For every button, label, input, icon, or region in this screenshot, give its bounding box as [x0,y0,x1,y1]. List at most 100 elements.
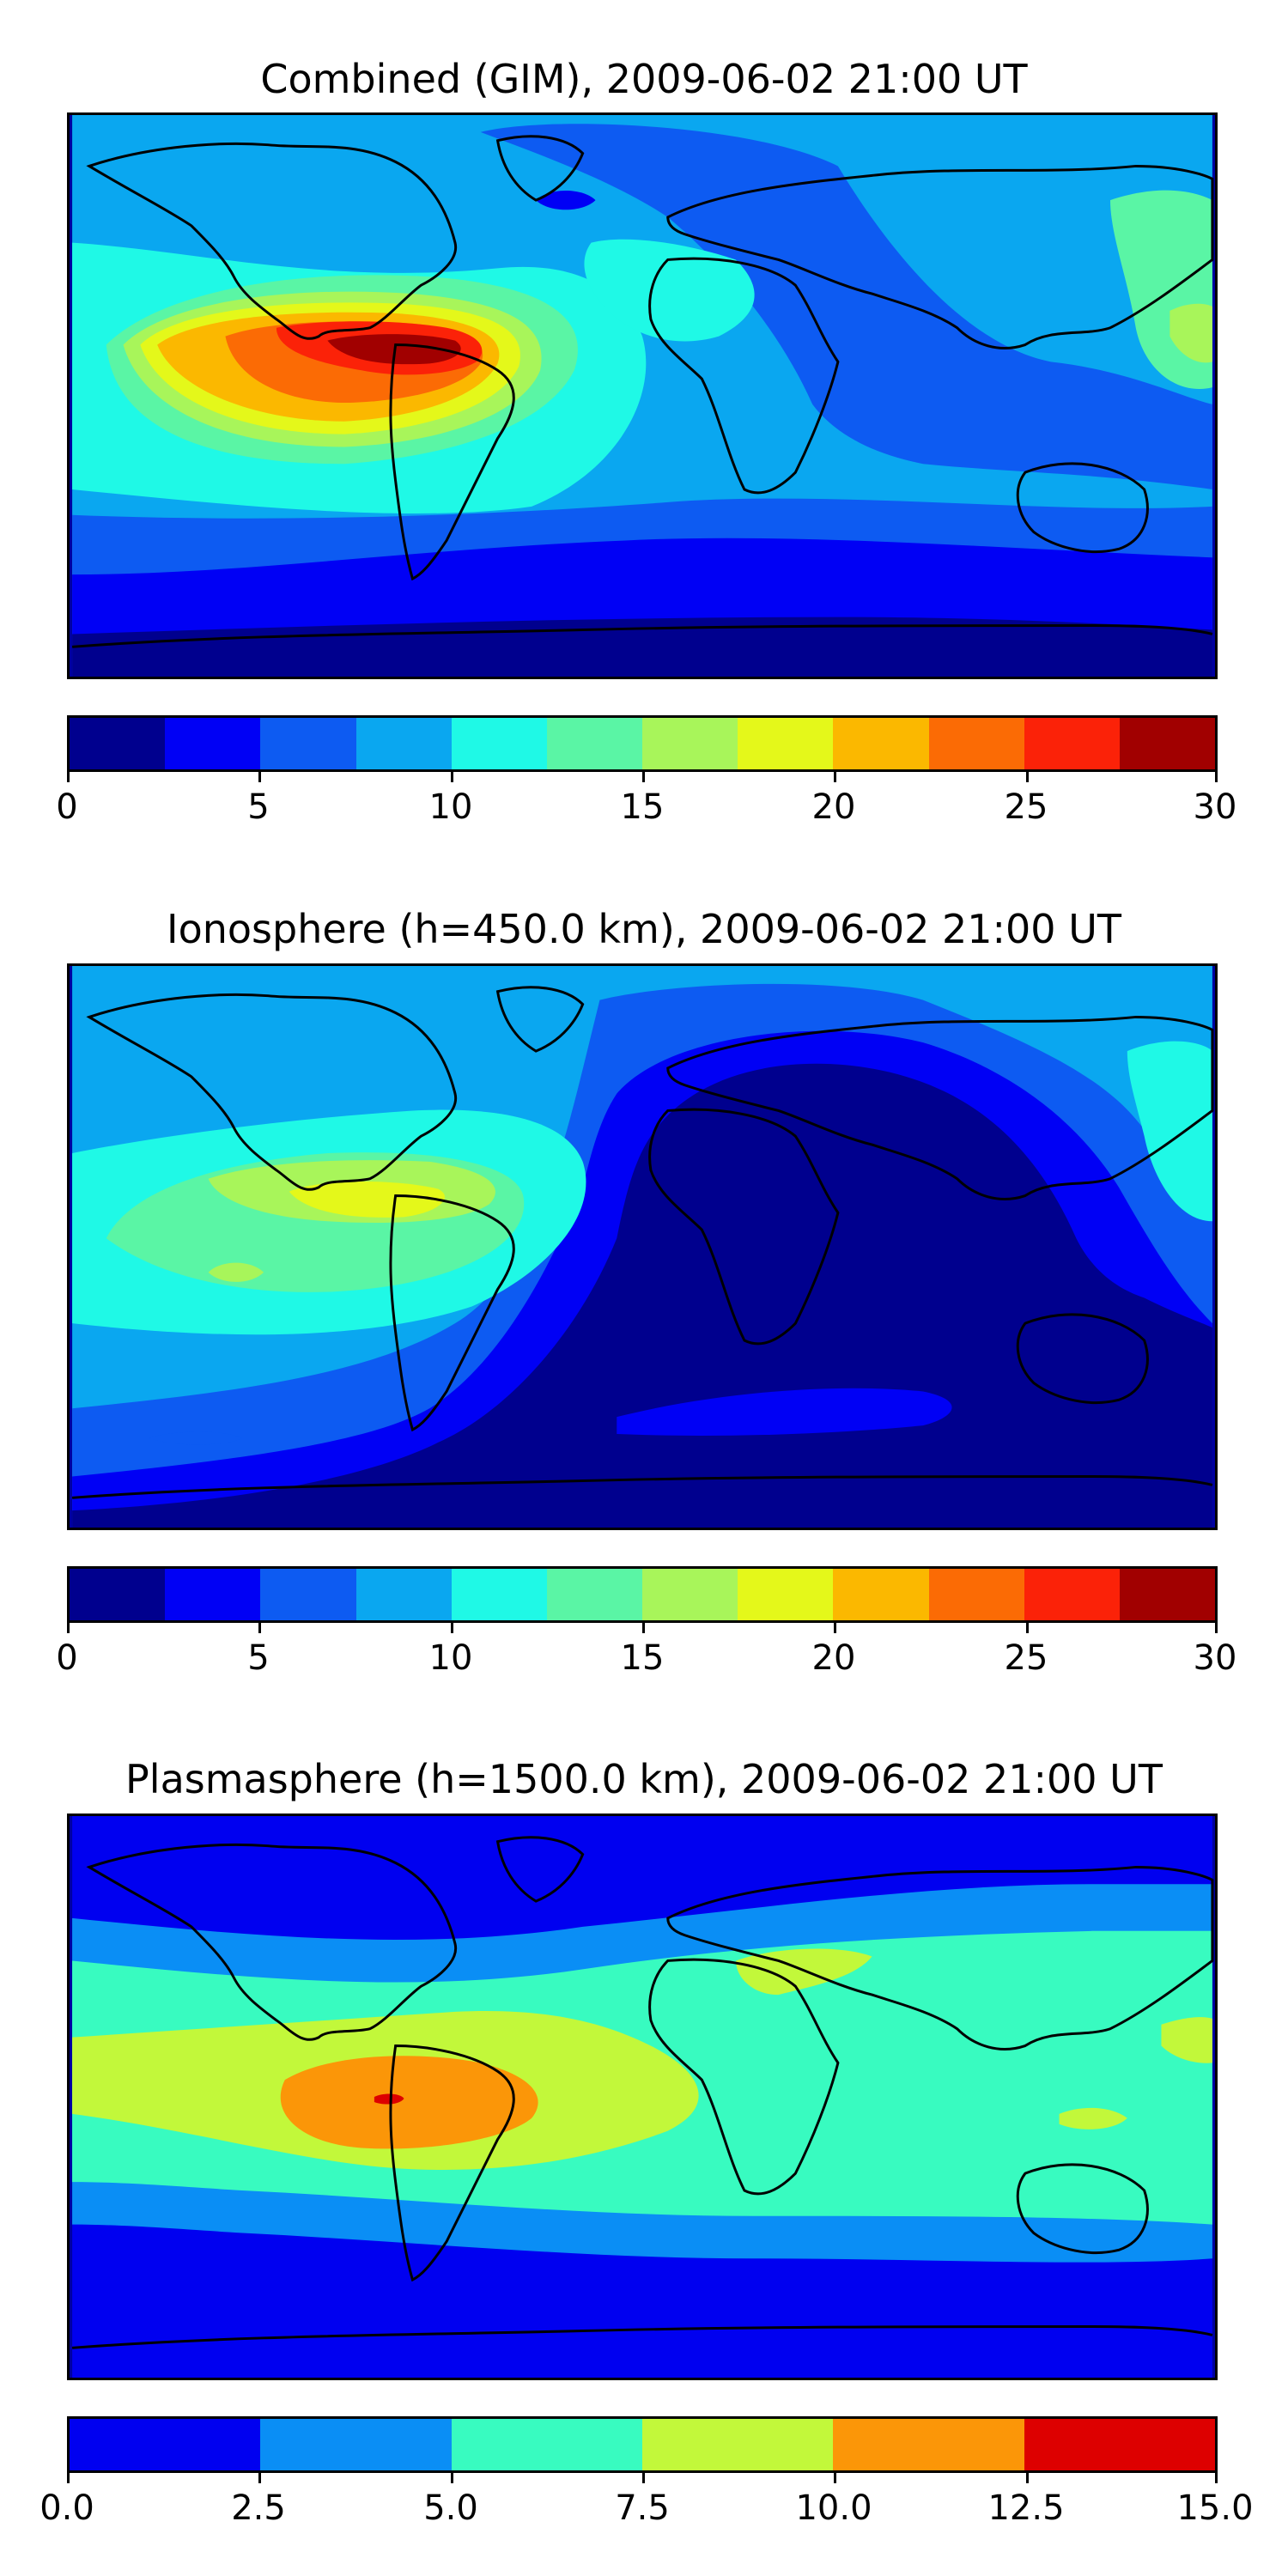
colorbar-tick-label: 10 [428,1638,473,1678]
colorbar-tick [67,2473,70,2483]
colorbar-tick [258,772,261,782]
colorbar-swatches [67,1566,1218,1623]
panel-3-contour-plot [71,1816,1214,2378]
south-america-outline [389,1194,515,1432]
contour-level-7.5-png [1059,2107,1127,2129]
contour-level-0 [72,617,1212,677]
greenland-outline [495,135,585,202]
colorbar-segment [70,718,166,769]
africa-outline [648,1108,840,1346]
colorbar-segment [1024,718,1120,769]
greenland-outline [495,986,585,1053]
colorbar-tick-label: 10 [428,787,473,827]
colorbar-swatches [67,2416,1218,2473]
colorbar-tick-label: 25 [1004,1638,1048,1678]
colorbar-segment [70,2419,261,2470]
colorbar-segment [451,718,547,769]
panel-3-map[interactable] [67,1814,1218,2380]
colorbar-segment [260,1569,356,1620]
contour-level-2.5-band [617,1388,952,1436]
antarctica-outline [71,624,1213,648]
colorbar-segment [1024,2419,1215,2470]
colorbar-segment [260,2419,452,2470]
panel-3-colorbar: 0.0 2.5 5.0 7.5 10.0 12.5 15.0 [39,2416,1254,2528]
antarctica-outline [71,2325,1213,2349]
panel-1-map[interactable] [67,112,1218,679]
australia-outline [1016,462,1149,553]
colorbar-tick [834,2473,836,2483]
colorbar-tick-label: 2.5 [231,2488,286,2528]
colorbar-tick-label: 30 [1193,1638,1237,1678]
colorbar-tick [451,2473,453,2483]
panel-3-title: Plasmasphere (h=1500.0 km), 2009-06-02 2… [125,1756,1163,1802]
colorbar-segment [928,718,1024,769]
colorbar-segment [70,1569,166,1620]
north-america-outline [86,993,458,1191]
colorbar-segment [833,2419,1024,2470]
colorbar-tick [642,2473,645,2483]
colorbar-tick [258,2473,261,2483]
colorbar-tick-label: 25 [1004,787,1048,827]
colorbar-tick-label: 5.0 [423,2488,478,2528]
panel-2-contour-plot [71,966,1214,1528]
panel-1-contour-plot [71,115,1214,677]
colorbar-tick [1215,772,1218,782]
colorbar-tick [67,772,70,782]
colorbar-tick-label: 5 [247,787,270,827]
colorbar-tick-label: 7.5 [615,2488,670,2528]
colorbar-segment [1119,718,1215,769]
greenland-outline [495,1836,585,1903]
colorbar-tick-label: 10.0 [795,2488,872,2528]
colorbar-segment [546,718,643,769]
colorbar-tick [1215,1623,1218,1633]
colorbar-segment [833,718,929,769]
colorbar-segment [833,1569,929,1620]
colorbar-tick-label: 12.5 [987,2488,1065,2528]
colorbar-tick [642,1623,645,1633]
colorbar-tick [642,772,645,782]
panel-2-map[interactable] [67,963,1218,1530]
colorbar-tick-label: 20 [811,1638,856,1678]
colorbar-segment [165,1569,261,1620]
colorbar-segment [355,1569,452,1620]
africa-outline [648,257,840,495]
colorbar-segment [546,1569,643,1620]
contour-level-2.5-north [536,190,596,210]
colorbar-tick-label: 5 [247,1638,270,1678]
colorbar-segment [641,2419,834,2470]
colorbar-segment [642,1569,738,1620]
colorbar-tick [834,1623,836,1633]
colorbar-segment [738,1569,834,1620]
colorbar-segment [165,718,261,769]
colorbar-tick [67,1623,70,1633]
eurasia-outline [666,164,1214,349]
north-america-outline [86,142,458,340]
colorbar-tick [1026,772,1029,782]
colorbar-tick-label: 20 [811,787,856,827]
coastlines [71,135,1214,648]
south-america-outline [389,343,515,581]
colorbar-tick-label: 15.0 [1176,2488,1254,2528]
australia-outline [1016,2163,1149,2254]
colorbar-tick [258,1623,261,1633]
colorbar-tick-label: 15 [620,1638,665,1678]
colorbar-segment [355,718,452,769]
colorbar-segment [642,718,738,769]
colorbar-tick [1026,1623,1029,1633]
panel-2-title: Ionosphere (h=450.0 km), 2009-06-02 21:0… [167,906,1121,952]
contour-level-17.5 [289,1182,445,1218]
colorbar-swatches [67,715,1218,772]
antarctica-outline [71,1475,1213,1499]
colorbar-tick-label: 0 [56,787,78,827]
colorbar-segment [451,2419,642,2470]
colorbar-tick-label: 0.0 [39,2488,94,2528]
colorbar-tick [1026,2473,1029,2483]
contour-level-5-small [149,1431,243,1445]
eurasia-outline [666,1865,1214,2050]
colorbar-tick [1215,2473,1218,2483]
coastlines [71,1836,1214,2349]
contour-level-15-asia [1170,303,1212,363]
panel-1-title: Combined (GIM), 2009-06-02 21:00 UT [260,56,1028,102]
contour-level-5-north [480,124,1212,489]
contour-level-10-asia [1127,1041,1212,1222]
